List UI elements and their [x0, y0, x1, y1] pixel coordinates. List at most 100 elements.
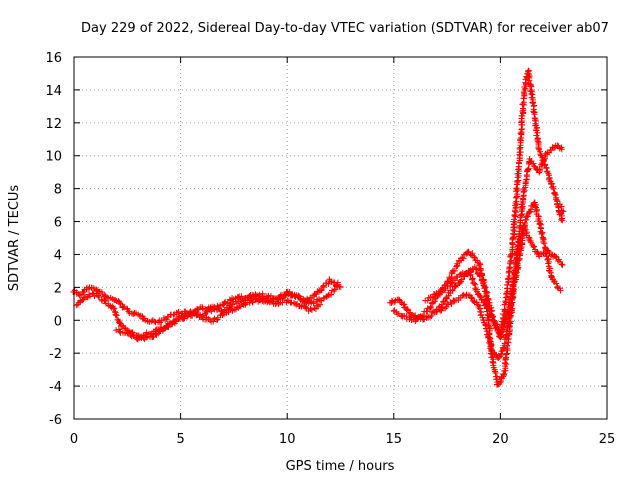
data-point — [485, 304, 492, 311]
data-point — [534, 137, 541, 144]
data-point — [560, 208, 567, 215]
data-point — [259, 297, 266, 304]
data-point — [292, 293, 299, 300]
series-track-h — [556, 201, 567, 215]
series-track-g — [422, 199, 564, 341]
data-point — [259, 290, 266, 297]
data-point — [434, 291, 441, 298]
data-point — [427, 303, 434, 310]
data-point — [452, 282, 459, 289]
data-point — [233, 303, 240, 310]
x-tick-label: 10 — [279, 432, 296, 447]
data-point — [516, 160, 523, 167]
data-point — [503, 309, 510, 316]
data-point — [469, 276, 476, 283]
data-point — [174, 309, 181, 316]
data-point — [559, 261, 566, 268]
x-axis-label: GPS time / hours — [286, 459, 395, 474]
data-point — [538, 230, 545, 237]
data-point — [448, 269, 455, 276]
data-point — [109, 295, 116, 302]
data-point — [475, 262, 482, 269]
data-point — [534, 129, 541, 136]
y-tick-label: -2 — [49, 347, 62, 362]
y-tick-label: 12 — [45, 117, 62, 132]
data-point — [481, 285, 488, 292]
data-point — [477, 308, 484, 315]
data-point — [534, 249, 541, 256]
data-point — [327, 291, 334, 298]
data-point — [482, 321, 489, 328]
data-point — [509, 283, 516, 290]
data-point — [111, 308, 118, 315]
data-point — [536, 166, 543, 173]
data-point — [467, 272, 474, 279]
data-point — [497, 379, 504, 386]
data-point — [521, 220, 528, 227]
data-point — [479, 272, 486, 279]
data-point — [550, 185, 557, 192]
data-point — [474, 301, 481, 308]
data-point — [438, 301, 445, 308]
data-point — [199, 305, 206, 312]
data-point — [316, 301, 323, 308]
data-point — [295, 292, 302, 299]
data-point — [512, 194, 519, 201]
data-point — [458, 276, 465, 283]
data-point — [124, 329, 131, 336]
data-point — [539, 160, 546, 167]
data-point — [478, 311, 485, 318]
data-point — [538, 161, 545, 168]
y-tick-label: 8 — [54, 183, 62, 198]
plot-frame — [73, 56, 608, 420]
data-point — [518, 201, 525, 208]
data-point — [136, 334, 143, 341]
y-axis-label: SDTVAR / TECUs — [7, 185, 22, 292]
data-point — [112, 297, 119, 304]
y-tick-label: 14 — [45, 84, 62, 99]
y-tick-label: 4 — [54, 248, 62, 263]
data-point — [113, 327, 120, 334]
x-tick-label: 25 — [599, 432, 616, 447]
data-point — [451, 297, 458, 304]
data-point — [500, 371, 507, 378]
data-point — [110, 304, 117, 311]
data-point — [543, 253, 550, 260]
data-point — [471, 253, 478, 260]
data-point — [537, 220, 544, 227]
data-point — [486, 337, 493, 344]
data-point — [397, 299, 404, 306]
data-point — [559, 217, 566, 224]
data-point — [116, 319, 123, 326]
data-point — [154, 326, 161, 333]
data-point — [141, 332, 148, 339]
data-point — [288, 299, 295, 306]
data-point — [101, 296, 108, 303]
data-point — [471, 280, 478, 287]
data-point — [552, 253, 559, 260]
data-point — [502, 314, 509, 321]
data-point — [530, 160, 537, 167]
data-point — [424, 305, 431, 312]
data-point — [526, 77, 533, 84]
data-point — [514, 246, 521, 253]
data-point — [489, 316, 496, 323]
data-point — [331, 286, 338, 293]
series-track-e — [390, 142, 565, 388]
data-point — [513, 185, 520, 192]
data-point — [235, 304, 242, 311]
y-tick-label: -6 — [49, 413, 62, 428]
data-point — [477, 266, 484, 273]
x-tick-label: 15 — [386, 432, 403, 447]
data-point — [521, 187, 528, 194]
data-point — [554, 283, 561, 290]
data-point — [558, 261, 565, 268]
data-point — [147, 331, 154, 338]
x-tick-label: 0 — [70, 432, 78, 447]
data-point — [317, 287, 324, 294]
data-point — [507, 251, 514, 258]
data-point — [229, 301, 236, 308]
data-point — [491, 368, 498, 375]
data-point — [438, 307, 445, 314]
data-point — [500, 311, 507, 318]
